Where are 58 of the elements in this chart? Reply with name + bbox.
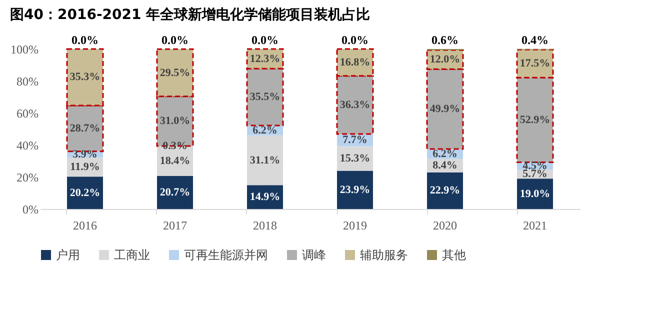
y-tick-label: 60% xyxy=(16,106,38,120)
data-label: 11.9% xyxy=(70,161,100,174)
data-label: 28.7% xyxy=(70,122,100,134)
data-label: 36.3% xyxy=(340,98,370,111)
y-tick-label: 80% xyxy=(16,74,38,88)
data-label: 12.3% xyxy=(250,52,280,65)
bar xyxy=(67,176,103,209)
x-tick-label: 2021 xyxy=(523,218,547,232)
data-label: 0.4% xyxy=(522,33,548,47)
data-label: 0.0% xyxy=(252,33,278,47)
x-tick-label: 2016 xyxy=(73,218,97,232)
data-label: 0.0% xyxy=(342,33,368,47)
data-label: 6.2% xyxy=(252,124,278,136)
bar xyxy=(337,170,373,209)
data-label: 5.7% xyxy=(522,168,548,180)
data-label: 23.9% xyxy=(340,184,370,196)
data-label: 16.8% xyxy=(340,56,370,68)
legend-label: 其他 xyxy=(442,248,466,262)
y-tick-label: 20% xyxy=(16,170,38,184)
data-label: 52.9% xyxy=(520,114,550,126)
data-label: 14.9% xyxy=(250,191,280,204)
legend-label: 调峰 xyxy=(302,248,326,262)
data-label: 19.0% xyxy=(520,188,550,200)
data-label: 0.6% xyxy=(432,33,458,47)
data-label: 3.9% xyxy=(72,148,98,161)
data-label: 6.2% xyxy=(432,148,458,160)
x-tick-label: 2019 xyxy=(343,218,367,232)
data-label: 0.0% xyxy=(162,33,188,48)
y-tick-label: 100% xyxy=(10,42,38,56)
data-label: 20.7% xyxy=(160,186,190,198)
data-label: 31.0% xyxy=(160,115,190,128)
data-label: 8.4% xyxy=(432,160,458,172)
legend-label: 户用 xyxy=(56,248,80,262)
x-tick-label: 2020 xyxy=(433,218,457,232)
data-label: 7.7% xyxy=(342,134,368,146)
data-label: 49.9% xyxy=(430,103,460,116)
data-label: 31.1% xyxy=(250,154,280,166)
data-label: 15.3% xyxy=(340,152,370,165)
data-label: 35.5% xyxy=(250,91,280,104)
data-label: 17.5% xyxy=(520,58,550,70)
data-label: 18.4% xyxy=(160,155,190,168)
data-label: 20.2% xyxy=(70,186,100,199)
data-label: 35.3% xyxy=(70,71,100,84)
legend-label: 可再生能源并网 xyxy=(184,248,268,262)
y-tick-label: 0% xyxy=(22,202,38,216)
legend-label: 辅助服务 xyxy=(360,248,408,262)
y-tick-label: 40% xyxy=(16,138,38,152)
data-label: 12.0% xyxy=(430,54,460,66)
bar xyxy=(157,176,193,209)
x-tick-label: 2018 xyxy=(253,218,277,232)
x-tick-label: 2017 xyxy=(163,218,187,232)
bar xyxy=(427,172,463,209)
data-label: 22.9% xyxy=(430,184,460,197)
bar xyxy=(247,135,283,186)
chart-title: 图40：2016-2021 年全球新增电化学储能项目装机占比 xyxy=(10,6,370,23)
legend-label: 工商业 xyxy=(114,248,150,262)
data-label: 0.0% xyxy=(72,33,98,47)
data-label: 29.5% xyxy=(160,66,190,79)
